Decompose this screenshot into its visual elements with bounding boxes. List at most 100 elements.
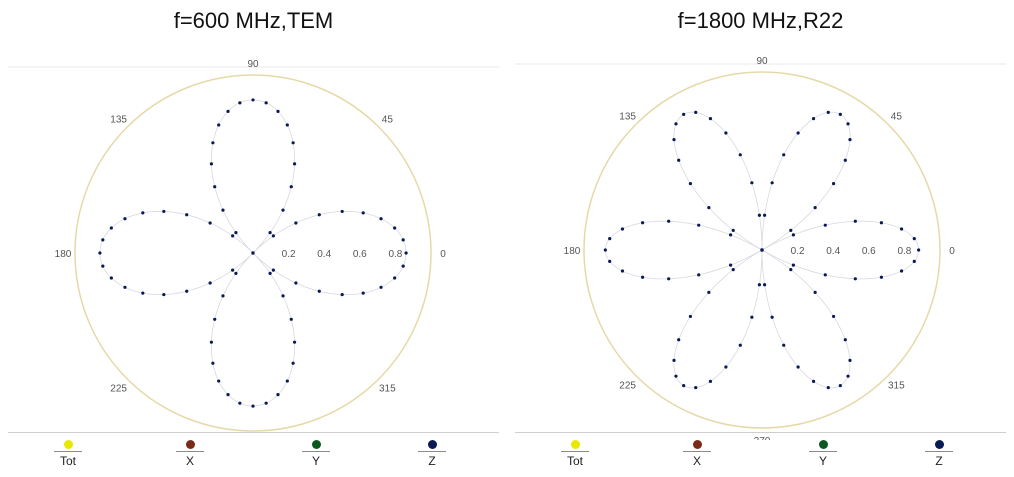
data-point: [708, 379, 713, 383]
data-point: [682, 384, 686, 388]
angle-tick-label: 45: [891, 112, 903, 123]
legend-item: Z: [407, 440, 457, 468]
data-point: [738, 153, 742, 157]
data-point: [770, 315, 774, 319]
legend-item: X: [165, 440, 215, 468]
legend-underline: [54, 451, 82, 452]
angle-tick-label: 45: [382, 115, 394, 126]
data-point: [843, 338, 847, 342]
data-point: [672, 358, 676, 362]
data-point: [667, 219, 671, 223]
data-point: [853, 219, 857, 223]
legend-label: X: [692, 454, 701, 468]
data-point: [285, 123, 289, 127]
data-point: [291, 361, 295, 365]
data-point: [281, 208, 285, 212]
legend-label: Z: [935, 454, 943, 468]
data-point: [899, 269, 904, 273]
data-point: [238, 401, 242, 405]
data-point: [731, 228, 735, 232]
radial-tick-label: 0.4: [826, 246, 840, 257]
data-point: [608, 236, 612, 241]
angle-tick-label: 90: [756, 56, 768, 67]
data-point: [185, 213, 189, 217]
data-point: [729, 263, 733, 267]
data-point: [667, 277, 671, 281]
data-point: [285, 379, 289, 383]
legend-label: Y: [311, 454, 320, 468]
data-point: [393, 276, 397, 280]
data-point: [879, 221, 883, 225]
angle-tick-label: 225: [110, 383, 127, 394]
data-point: [251, 251, 255, 255]
data-point: [264, 401, 268, 405]
data-point: [234, 271, 238, 275]
data-point: [688, 314, 693, 319]
data-point: [231, 234, 235, 238]
data-point: [782, 343, 786, 347]
data-point: [838, 384, 842, 388]
data-point: [826, 385, 830, 390]
data-point: [763, 213, 767, 217]
data-point: [912, 236, 916, 241]
legend-label: X: [185, 454, 194, 468]
legend-marker: [311, 440, 321, 449]
legend-item: Tot: [550, 440, 600, 468]
data-point: [697, 223, 701, 227]
data-point: [340, 292, 344, 297]
data-point: [209, 340, 214, 344]
data-point: [234, 231, 238, 235]
data-point: [213, 185, 217, 189]
data-point: [98, 251, 102, 255]
data-point: [813, 206, 817, 210]
data-point: [697, 273, 701, 277]
data-point: [209, 162, 214, 166]
chart-panel-1800mhz: f=1800 MHz,R22 0 45 90 135 180 225 270 315 0.2 0.…: [507, 0, 1014, 477]
data-point: [641, 221, 645, 225]
angle-tick-label: 270: [245, 439, 262, 440]
data-point: [217, 379, 221, 383]
data-point: [141, 211, 145, 215]
radial-tick-label: 0.2: [791, 246, 805, 257]
outer-ring: [74, 74, 432, 432]
data-point: [281, 294, 285, 298]
data-point: [738, 343, 742, 347]
data-point: [211, 141, 215, 145]
legend-item: Tot: [43, 440, 93, 468]
data-point: [294, 281, 298, 285]
legend-underline: [302, 451, 330, 452]
radial-tick-label: 0.4: [317, 249, 331, 260]
legend-item: X: [672, 440, 722, 468]
data-point: [221, 208, 225, 212]
data-point: [672, 138, 676, 142]
data-point: [763, 283, 767, 287]
data-point: [208, 281, 212, 285]
data-point: [251, 404, 255, 408]
data-point: [221, 294, 225, 298]
legend-underline: [925, 451, 953, 452]
data-point: [879, 275, 883, 279]
data-point: [289, 317, 293, 321]
data-point: [674, 122, 678, 126]
data-point: [729, 233, 733, 237]
legend: Tot X Y Z: [507, 432, 1014, 477]
legend-label: Y: [818, 454, 827, 468]
data-point: [796, 365, 800, 369]
legend-separator: [8, 432, 499, 433]
legend-label: Tot: [59, 454, 76, 468]
angle-tick-label: 225: [619, 380, 636, 391]
data-point: [826, 110, 830, 115]
data-point: [811, 379, 816, 383]
legend-item: Y: [291, 440, 341, 468]
data-point: [677, 158, 681, 162]
angle-tick-label: 0: [949, 246, 955, 257]
data-point: [912, 259, 916, 264]
data-point: [401, 264, 405, 268]
legend-underline: [418, 451, 446, 452]
data-point: [109, 276, 113, 280]
data-point: [291, 141, 295, 145]
data-point: [268, 271, 272, 275]
data-point: [724, 365, 728, 369]
data-point: [226, 393, 230, 397]
legend: Tot X Y Z: [0, 432, 507, 477]
